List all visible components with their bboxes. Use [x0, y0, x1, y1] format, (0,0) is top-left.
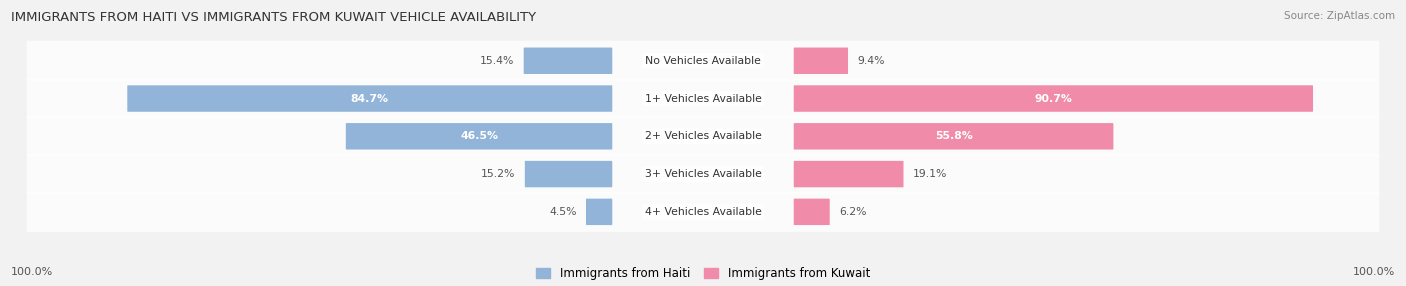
Text: 2+ Vehicles Available: 2+ Vehicles Available	[644, 131, 762, 141]
FancyBboxPatch shape	[794, 47, 848, 74]
FancyBboxPatch shape	[27, 192, 1379, 232]
Text: 3+ Vehicles Available: 3+ Vehicles Available	[644, 169, 762, 179]
FancyBboxPatch shape	[524, 161, 612, 187]
FancyBboxPatch shape	[27, 41, 1379, 81]
Text: 19.1%: 19.1%	[912, 169, 948, 179]
Text: IMMIGRANTS FROM HAITI VS IMMIGRANTS FROM KUWAIT VEHICLE AVAILABILITY: IMMIGRANTS FROM HAITI VS IMMIGRANTS FROM…	[11, 11, 536, 24]
Text: 55.8%: 55.8%	[935, 131, 973, 141]
Text: No Vehicles Available: No Vehicles Available	[645, 56, 761, 66]
Text: 9.4%: 9.4%	[858, 56, 884, 66]
Text: 46.5%: 46.5%	[460, 131, 498, 141]
Text: 100.0%: 100.0%	[1353, 267, 1395, 277]
Text: 1+ Vehicles Available: 1+ Vehicles Available	[644, 94, 762, 104]
FancyBboxPatch shape	[128, 85, 612, 112]
Text: 15.4%: 15.4%	[479, 56, 515, 66]
FancyBboxPatch shape	[794, 85, 1313, 112]
FancyBboxPatch shape	[27, 154, 1379, 194]
FancyBboxPatch shape	[523, 47, 612, 74]
FancyBboxPatch shape	[794, 199, 830, 225]
Text: 4+ Vehicles Available: 4+ Vehicles Available	[644, 207, 762, 217]
Legend: Immigrants from Haiti, Immigrants from Kuwait: Immigrants from Haiti, Immigrants from K…	[531, 262, 875, 285]
Text: 100.0%: 100.0%	[11, 267, 53, 277]
Text: Source: ZipAtlas.com: Source: ZipAtlas.com	[1284, 11, 1395, 21]
FancyBboxPatch shape	[27, 116, 1379, 156]
FancyBboxPatch shape	[794, 161, 904, 187]
Text: 6.2%: 6.2%	[839, 207, 866, 217]
FancyBboxPatch shape	[346, 123, 612, 150]
FancyBboxPatch shape	[586, 199, 612, 225]
Text: 90.7%: 90.7%	[1035, 94, 1073, 104]
Text: 4.5%: 4.5%	[548, 207, 576, 217]
Text: 15.2%: 15.2%	[481, 169, 516, 179]
FancyBboxPatch shape	[794, 123, 1114, 150]
FancyBboxPatch shape	[27, 79, 1379, 119]
Text: 84.7%: 84.7%	[350, 94, 389, 104]
